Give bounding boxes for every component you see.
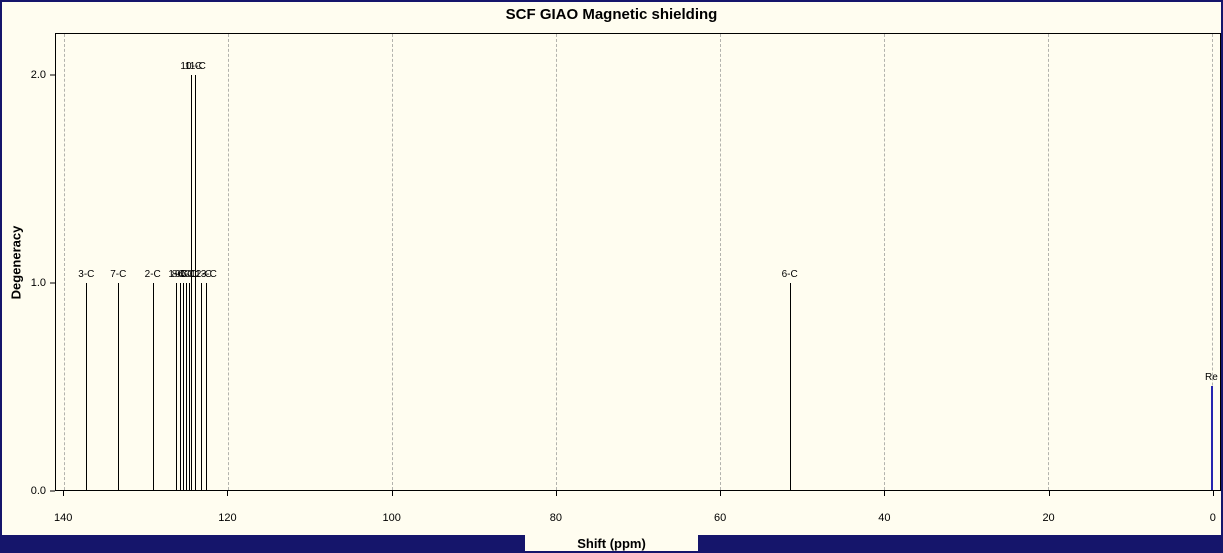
peak-label: 7-C <box>110 268 127 280</box>
peak-label: 3-C <box>78 268 95 280</box>
gridline <box>883 34 885 490</box>
peak-line <box>195 75 197 490</box>
peak-label: 13-C <box>195 268 217 280</box>
gridline <box>228 34 230 490</box>
x-tick-label: 40 <box>878 512 891 524</box>
peak-label: 2-C <box>144 268 161 280</box>
peak-line <box>179 282 181 490</box>
y-tick-label: 2.0 <box>30 68 46 81</box>
peak-label: 8-C <box>171 268 188 280</box>
x-tick-mark <box>63 491 65 496</box>
peak-line <box>186 282 188 490</box>
peak-line <box>183 282 185 490</box>
peak-label: 6-C <box>781 268 798 280</box>
gridline <box>719 34 721 490</box>
peak-label: 1-C <box>168 268 185 280</box>
x-tick-mark <box>884 491 886 496</box>
x-tick-label: 120 <box>218 512 237 524</box>
x-tick-mark <box>1212 491 1214 496</box>
reference-peak-line <box>1211 386 1214 490</box>
chart-title: SCF GIAO Magnetic shielding <box>505 6 718 23</box>
gridline <box>1211 34 1213 490</box>
peak-line <box>206 282 207 490</box>
gridline <box>556 34 558 490</box>
x-tick-label: 140 <box>54 512 73 524</box>
gridline <box>64 34 66 490</box>
peak-label: 12-C <box>190 268 212 280</box>
peak-line <box>201 282 203 490</box>
plot-area[interactable]: 3-C 7-C 2-C 1-C 8-C 9-C 4-C 5-C 10-C 11-C 12-C 13-C… <box>55 33 1221 491</box>
x-tick-label: 0 <box>1209 512 1216 524</box>
x-tick-label: 60 <box>713 512 727 524</box>
peak-label: 4-C <box>178 268 195 280</box>
peak-line <box>789 282 791 490</box>
x-tick-label: 20 <box>1042 512 1055 524</box>
x-axis-label: Shift (ppm) <box>577 535 646 551</box>
peak-label: 11-C <box>184 61 206 73</box>
x-tick-mark <box>1048 491 1050 496</box>
y-tick-mark <box>50 282 55 284</box>
reference-peak-label: Re <box>1204 372 1218 384</box>
peak-label: 5-C <box>180 268 197 280</box>
bottom-border-bar: Shift (ppm) <box>2 535 1221 551</box>
y-tick-mark <box>50 74 55 76</box>
x-tick-mark <box>720 491 722 496</box>
peak-label: 9-C <box>174 268 192 280</box>
peak-line <box>176 282 178 490</box>
y-tick-label: 0.0 <box>30 485 46 497</box>
y-tick-mark <box>50 490 55 492</box>
peak-line <box>86 282 88 490</box>
x-axis-label-box: Shift (ppm) <box>525 535 698 551</box>
x-tick-mark <box>227 491 229 496</box>
gridline <box>1047 34 1049 490</box>
gridline <box>392 34 394 490</box>
x-tick-label: 100 <box>382 512 401 524</box>
peak-line <box>118 282 120 490</box>
y-axis-ticks: 0.0 1.0 2.0 <box>2 33 55 497</box>
peak-label: 10-C <box>180 61 203 73</box>
y-tick-label: 1.0 <box>30 276 46 289</box>
peak-line <box>191 75 193 490</box>
peak-line <box>152 282 154 490</box>
peak-line <box>188 282 190 490</box>
x-tick-mark <box>555 491 557 496</box>
x-axis-ticks: 140 120 100 80 60 40 20 0 <box>54 490 1221 530</box>
x-tick-mark <box>391 491 393 496</box>
x-tick-label: 80 <box>549 512 562 524</box>
